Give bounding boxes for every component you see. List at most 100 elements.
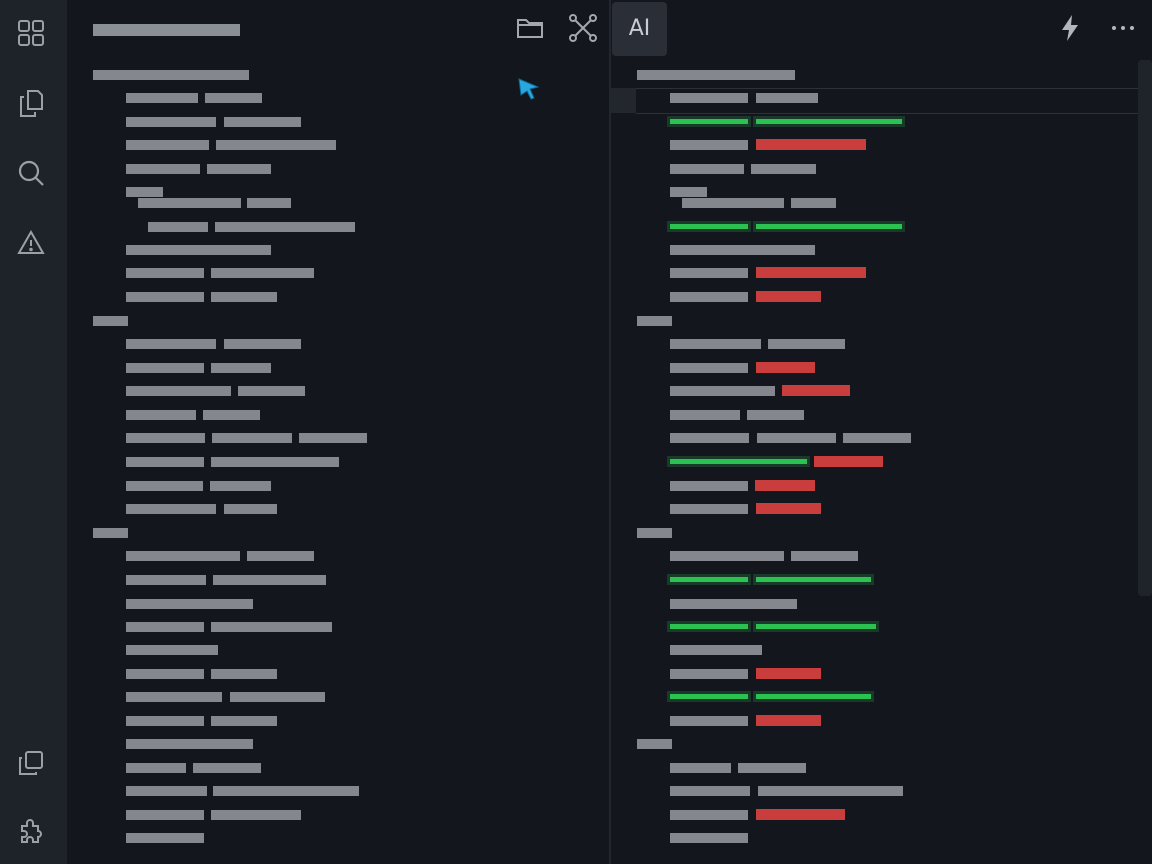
right-code-placeholder — [670, 93, 748, 103]
left-code-placeholder — [126, 716, 204, 726]
left-code-placeholder — [126, 810, 204, 820]
left-code-placeholder — [126, 786, 207, 796]
left-code-placeholder — [126, 669, 204, 679]
left-code-placeholder — [203, 410, 260, 420]
file-title-placeholder — [93, 24, 240, 36]
left-code-placeholder — [211, 292, 277, 302]
right-code-placeholder — [751, 164, 816, 174]
left-code-placeholder — [205, 93, 262, 103]
right-removed-token — [756, 503, 821, 514]
duplicate-icon[interactable] — [14, 746, 48, 780]
left-code-placeholder — [126, 164, 200, 174]
left-code-placeholder — [224, 339, 301, 349]
right-added-line — [756, 694, 871, 699]
right-added-line — [756, 577, 871, 582]
grid-icon[interactable] — [14, 16, 48, 50]
right-code-placeholder — [768, 339, 845, 349]
folder-icon[interactable] — [510, 8, 550, 48]
left-code-placeholder — [126, 339, 216, 349]
right-removed-token — [756, 139, 866, 150]
left-code-placeholder — [224, 504, 277, 514]
right-code-placeholder — [670, 164, 744, 174]
right-code-placeholder — [637, 528, 672, 538]
right-code-placeholder — [670, 833, 748, 843]
right-code-placeholder — [747, 410, 804, 420]
scrollbar[interactable] — [1138, 60, 1152, 596]
left-code-placeholder — [93, 316, 128, 326]
left-code-placeholder — [126, 692, 222, 702]
lightning-icon[interactable] — [1050, 8, 1090, 48]
activity-bar — [0, 0, 67, 864]
left-code-placeholder — [299, 433, 367, 443]
right-removed-token — [756, 291, 821, 302]
warning-icon[interactable] — [14, 226, 48, 260]
left-code-placeholder — [126, 551, 240, 561]
right-code-placeholder — [670, 187, 707, 197]
left-code-placeholder — [126, 410, 196, 420]
right-removed-token — [755, 480, 815, 491]
right-code-placeholder — [637, 739, 672, 749]
left-code-placeholder — [247, 551, 314, 561]
left-code-placeholder — [216, 140, 336, 150]
left-code-placeholder — [126, 645, 218, 655]
left-code-placeholder — [230, 692, 325, 702]
more-icon[interactable] — [1103, 8, 1143, 48]
branch-network-icon[interactable] — [563, 8, 603, 48]
right-code-placeholder — [791, 551, 858, 561]
left-code-placeholder — [126, 833, 204, 843]
right-code-placeholder — [670, 599, 797, 609]
right-code-placeholder — [843, 433, 911, 443]
right-added-line — [756, 119, 902, 124]
left-code-placeholder — [93, 70, 249, 80]
right-code-placeholder — [757, 433, 836, 443]
right-code-placeholder — [670, 268, 748, 278]
left-code-placeholder — [126, 763, 186, 773]
right-diff-pane[interactable] — [611, 0, 1152, 864]
left-code-placeholder — [126, 599, 253, 609]
left-editor-pane[interactable] — [67, 0, 609, 864]
pane-divider[interactable] — [609, 0, 611, 864]
left-code-placeholder — [126, 140, 209, 150]
left-code-placeholder — [138, 198, 241, 208]
right-code-placeholder — [682, 198, 784, 208]
left-code-placeholder — [126, 504, 216, 514]
copy-files-icon[interactable] — [14, 86, 48, 120]
right-code-placeholder — [670, 786, 750, 796]
right-added-line — [670, 119, 748, 124]
left-code-placeholder — [211, 268, 314, 278]
right-code-placeholder — [670, 551, 784, 561]
search-icon[interactable] — [14, 156, 48, 190]
right-code-placeholder — [670, 669, 748, 679]
right-code-placeholder — [670, 716, 748, 726]
left-code-placeholder — [211, 810, 301, 820]
ai-label: AI — [628, 16, 651, 41]
right-removed-token — [756, 362, 815, 373]
left-code-placeholder — [126, 457, 204, 467]
left-code-placeholder — [126, 93, 198, 103]
right-code-placeholder — [791, 198, 836, 208]
right-added-line — [670, 224, 748, 229]
left-code-placeholder — [126, 433, 205, 443]
ai-button[interactable]: AI — [612, 2, 667, 56]
left-code-placeholder — [210, 481, 271, 491]
right-code-placeholder — [670, 245, 815, 255]
left-code-placeholder — [213, 786, 359, 796]
right-code-placeholder — [670, 645, 762, 655]
puzzle-icon[interactable] — [14, 816, 48, 850]
right-removed-token — [756, 668, 821, 679]
current-line-gutter — [611, 88, 636, 113]
right-code-placeholder — [738, 763, 806, 773]
right-added-line — [670, 577, 748, 582]
left-code-placeholder — [211, 457, 339, 467]
right-code-placeholder — [670, 140, 748, 150]
right-added-line — [670, 624, 748, 629]
mouse-cursor-icon — [516, 76, 542, 106]
left-code-placeholder — [211, 669, 277, 679]
right-code-placeholder — [758, 786, 903, 796]
right-code-placeholder — [670, 292, 748, 302]
right-removed-token — [756, 267, 866, 278]
right-code-placeholder — [670, 504, 748, 514]
right-code-placeholder — [637, 316, 672, 326]
left-code-placeholder — [126, 268, 204, 278]
right-added-line — [756, 624, 876, 629]
